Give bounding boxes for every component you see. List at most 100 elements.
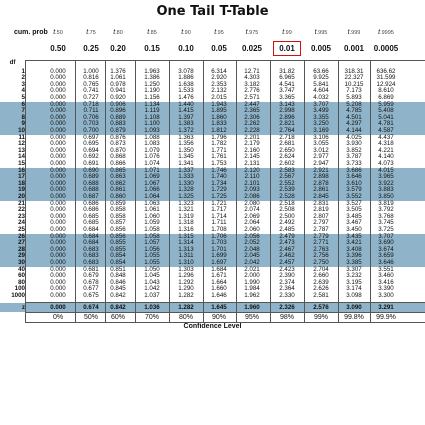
- confidence-cell: 60%: [110, 313, 125, 321]
- table-cell: 0.000: [50, 278, 66, 286]
- table-cell: 1.372: [178, 127, 194, 134]
- table-cell: 1.088: [144, 133, 160, 141]
- table-cell: 0.692: [83, 153, 99, 161]
- table-row: 14 0.000 0.692 0.868 1.076 1.345 1.761 2.145 2.6…: [0, 154, 425, 161]
- table-cell: 0.703: [83, 120, 99, 128]
- table-cell: 3.250: [313, 120, 329, 128]
- t-header-cell: t.995: [305, 29, 337, 36]
- table-cell: 2.704: [313, 265, 329, 273]
- df-cell: 23: [18, 212, 25, 220]
- alpha-header-cell: 0.0005: [373, 44, 399, 53]
- table-cell: 1.664: [211, 278, 227, 286]
- table-cell: 0.000: [50, 292, 66, 299]
- table-cell: 1.383: [178, 120, 194, 128]
- table-cell: 8.610: [378, 87, 394, 95]
- df-cell: 16: [18, 166, 25, 174]
- table-cell: 3.852: [346, 146, 362, 154]
- table-cell: 0.700: [83, 127, 99, 134]
- table-cell: 0.873: [110, 140, 126, 148]
- t-header-cell: t.75: [75, 29, 107, 36]
- table-cell: 1.061: [110, 74, 126, 82]
- table-cell: 636.62: [376, 67, 396, 75]
- t-symbol: t: [86, 29, 89, 36]
- df-cell: 60: [18, 272, 25, 280]
- z-row: z 0.000 0.674 0.842 1.036 1.282 1.645 1.960 2.32…: [0, 302, 425, 312]
- table-cell: 1.190: [144, 87, 160, 95]
- alpha-header-cell: 0.15: [144, 44, 160, 53]
- table-cell: 0.876: [110, 133, 126, 141]
- table-cell: 6.965: [279, 74, 295, 82]
- table-cell: 3.725: [378, 226, 394, 233]
- table-cell: 2.069: [244, 212, 260, 220]
- table-cell: 0.000: [50, 285, 66, 293]
- table-cell: 1.063: [144, 199, 160, 207]
- row-divider: [25, 60, 425, 61]
- table-cell: 1.043: [144, 278, 160, 286]
- row-divider: [25, 301, 425, 303]
- confidence-cell: 99%: [313, 313, 328, 321]
- table-cell: 0.866: [110, 160, 126, 167]
- table-cell: 2.473: [279, 239, 295, 247]
- table-row: 10 0.000 0.700 0.879 1.093 1.372 1.812 2.228 2.7…: [0, 127, 425, 135]
- confidence-cell: 99.9%: [376, 313, 396, 321]
- table-cell: 3.768: [378, 212, 394, 220]
- table-cell: 2.306: [244, 113, 260, 121]
- table-cell: 0.686: [83, 199, 99, 207]
- table-row: 30 0.000 0.683 0.854 1.055 1.310 1.697 2.042 2.4…: [0, 259, 425, 267]
- alpha-header-cell: 0.005: [310, 44, 332, 53]
- t-header-cell: t.999: [338, 29, 370, 36]
- confidence-cell: 98%: [279, 313, 294, 321]
- table-cell: 3.300: [378, 292, 394, 299]
- table-cell: 3.579: [346, 186, 362, 194]
- table-cell: 3.659: [378, 252, 394, 260]
- alpha-header-row: 0.50 0.25 0.20 0.15 0.10 0.05 0.025 0.01 0.005 0.…: [0, 40, 425, 58]
- table-cell: 3.707: [378, 232, 394, 240]
- table-cell: 0.000: [50, 206, 66, 214]
- table-cell: 1.083: [144, 140, 160, 148]
- table-row: 7 0.000 0.711 0.896 1.119 1.415 1.895 2.365 2.99…: [0, 108, 425, 115]
- table-cell: 3.450: [346, 226, 362, 233]
- table-cell: 3.485: [346, 212, 362, 220]
- df-cell: 1000: [11, 292, 25, 299]
- table-cell: 4.437: [378, 133, 394, 141]
- table-cell: 0.906: [110, 100, 126, 108]
- table-cell: 0.000: [50, 272, 66, 280]
- table-cell: 3.690: [378, 239, 394, 247]
- df-cell: 27: [18, 239, 25, 247]
- table-cell: 0.000: [50, 94, 66, 101]
- confidence-cell: 0%: [52, 313, 64, 321]
- table-cell: 0.000: [50, 80, 66, 88]
- table-cell: 2.920: [211, 74, 227, 82]
- table-cell: 3.421: [346, 239, 362, 247]
- table-cell: 0.883: [110, 120, 126, 128]
- table-cell: 1.638: [178, 80, 194, 88]
- confidence-cell: 80%: [178, 313, 193, 321]
- table-cell: 2.567: [279, 173, 295, 181]
- table-cell: 3.674: [378, 245, 394, 253]
- table-cell: 0.879: [110, 127, 126, 134]
- table-cell: 4.303: [244, 74, 260, 82]
- table-cell: 2.831: [313, 199, 329, 207]
- table-cell: 0.683: [83, 259, 99, 266]
- page-title: One Tail T-Table: [156, 4, 269, 19]
- table-cell: 1.725: [211, 193, 227, 200]
- table-row: 24 0.000 0.685 0.857 1.059 1.318 1.711 2.064 2.4…: [0, 220, 425, 227]
- table-row: 2 0.000 0.816 1.061 1.386 1.886 2.920 4.303 6.96…: [0, 75, 425, 82]
- table-cell: 0.741: [83, 87, 99, 95]
- table-cell: 1.397: [178, 113, 194, 121]
- z-cell: 3.291: [378, 303, 394, 311]
- table-cell: 2.120: [244, 166, 260, 174]
- table-cell: 1.093: [144, 127, 160, 134]
- table-cell: 2.797: [313, 219, 329, 227]
- df-cell: 28: [18, 245, 25, 253]
- table-cell: 1.697: [211, 259, 227, 266]
- table-cell: 0.765: [83, 80, 99, 88]
- table-cell: 0.000: [50, 193, 66, 200]
- table-cell: 0.711: [83, 107, 99, 115]
- t-subscript: .975: [247, 30, 259, 36]
- table-cell: 2.602: [279, 160, 295, 167]
- table-cell: 5.959: [378, 100, 394, 108]
- alpha-header-cell: 0.20: [110, 44, 126, 53]
- alpha-header-cell: 0.50: [50, 44, 66, 53]
- table-cell: 0.000: [50, 107, 66, 115]
